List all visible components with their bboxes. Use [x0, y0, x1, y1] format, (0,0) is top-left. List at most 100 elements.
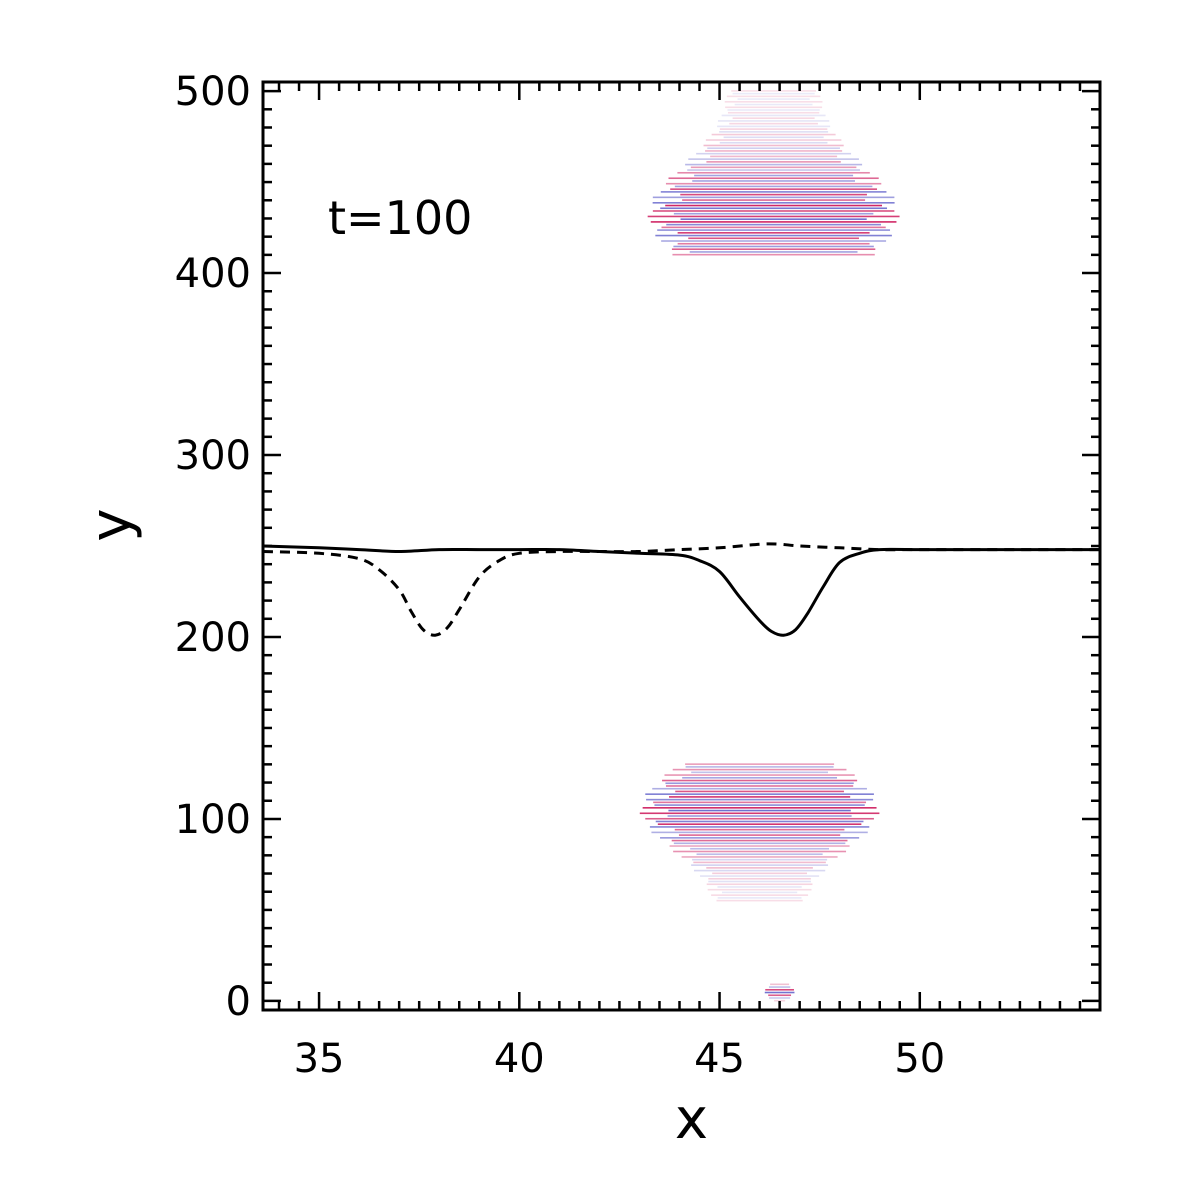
- heatmap-stripe: [669, 845, 850, 847]
- heatmap-stripe: [768, 994, 792, 997]
- axes-layer: [261, 80, 1102, 1012]
- heatmap-stripe: [662, 779, 858, 782]
- heatmap-stripe: [691, 864, 829, 866]
- heatmap-stripe: [665, 782, 854, 785]
- heatmap-stripe: [729, 122, 818, 125]
- heatmap-stripe: [711, 133, 836, 136]
- heatmap-stripe: [774, 999, 786, 1002]
- heatmap-stripe: [650, 221, 897, 223]
- y-tick-label: 200: [175, 615, 251, 661]
- heatmap-stripe: [672, 768, 847, 771]
- heatmap-stripe: [719, 131, 829, 133]
- heatmap-stripe: [690, 847, 830, 850]
- heatmap-stripe: [673, 850, 847, 853]
- heatmap-stripe: [708, 877, 811, 880]
- heatmap-stripe: [685, 766, 834, 768]
- heatmap-stripe: [765, 988, 794, 991]
- heatmap-stripe: [677, 232, 870, 234]
- heatmap-stripe: [654, 804, 865, 806]
- y-tick-label: 500: [175, 69, 251, 115]
- heatmap-stripe: [685, 763, 835, 765]
- x-tick-label: 35: [294, 1036, 345, 1082]
- heatmap-stripe: [693, 869, 826, 872]
- heatmap-stripe: [674, 185, 873, 188]
- heatmap-stripe: [769, 997, 791, 999]
- heatmap-stripe: [661, 226, 886, 229]
- heatmap-stripe: [731, 90, 816, 92]
- heatmap-stripe: [653, 801, 867, 804]
- y-tick-label: 300: [175, 433, 251, 479]
- heatmap-stripe: [665, 204, 883, 207]
- heatmap-stripe: [660, 837, 860, 839]
- heatmap-stripe: [770, 983, 790, 986]
- heatmap-stripe: [673, 212, 874, 215]
- heatmap-stripe: [719, 141, 828, 144]
- heatmap-stripe: [705, 139, 842, 141]
- heatmap-stripe: [673, 842, 846, 845]
- heatmap-blob-1: [639, 763, 880, 902]
- heatmap-stripe: [642, 807, 877, 809]
- heatmap-stripe: [682, 199, 866, 201]
- heatmap-stripe: [706, 883, 813, 886]
- heatmap-stripe: [688, 237, 859, 240]
- x-tick-label: 50: [894, 1036, 945, 1082]
- x-axis-label: x: [675, 1087, 708, 1152]
- y-tick-label: 100: [175, 797, 251, 843]
- heatmap-blob-0: [647, 90, 900, 256]
- heatmap-blob-2: [764, 983, 795, 1002]
- heatmap-stripe: [764, 991, 795, 994]
- heatmap-stripe: [717, 120, 830, 122]
- heatmap-stripe: [717, 886, 802, 888]
- heatmap-stripe: [706, 161, 841, 163]
- heatmap-stripe: [688, 158, 859, 160]
- heatmap-stripe: [660, 191, 887, 193]
- heatmap-stripe: [705, 150, 843, 152]
- heatmap-stripe: [711, 894, 809, 896]
- heatmap-stripe: [732, 117, 815, 119]
- heatmap-stripe: [721, 114, 826, 117]
- heatmap-stripe: [673, 245, 874, 248]
- heatmap-stripe: [700, 875, 820, 877]
- heatmap-stripe: [639, 812, 880, 815]
- heatmap-stripe: [652, 202, 895, 204]
- heatmap-stripe: [706, 867, 813, 869]
- heatmap-stripe: [691, 771, 828, 774]
- heatmap-stripe: [726, 95, 821, 98]
- time-annotation: t=100: [328, 191, 472, 245]
- heatmap-stripe: [692, 858, 828, 861]
- heatmap-stripe: [719, 128, 828, 130]
- heatmap-stripe: [721, 891, 798, 894]
- heatmap-stripe: [664, 774, 855, 776]
- heatmap-stripe: [677, 171, 870, 174]
- x-tick-label: 40: [494, 1036, 545, 1082]
- heatmap-stripe: [661, 240, 887, 242]
- heatmap-stripe: [677, 242, 870, 245]
- heatmap-stripe: [652, 196, 895, 199]
- heatmap-stripe: [668, 809, 851, 812]
- heatmap-stripe: [660, 207, 888, 210]
- heatmap-stripe: [690, 166, 857, 169]
- heatmap-stripe: [667, 815, 852, 817]
- heatmap-stripe: [655, 234, 892, 237]
- heatmap-stripe: [707, 147, 840, 150]
- series-line-dashed: [262, 542, 1100, 637]
- heatmap-stripe: [692, 180, 855, 182]
- heatmap-stripe: [696, 853, 823, 856]
- heatmap-stripe: [649, 826, 870, 828]
- heatmap-stripe: [768, 986, 791, 988]
- heatmap-stripe: [737, 98, 810, 100]
- heatmap-stripe: [724, 101, 823, 103]
- y-tick-label: 0: [226, 979, 251, 1025]
- heatmap-stripe: [665, 785, 854, 787]
- heatmap-stripe: [723, 136, 824, 139]
- heatmap-stripe: [703, 144, 844, 147]
- heatmap-stripe: [666, 223, 881, 226]
- heatmap-stripe: [657, 229, 891, 231]
- heatmap-stripe: [657, 823, 862, 825]
- heatmap-stripe: [671, 839, 848, 842]
- heatmap-stripe: [671, 248, 876, 251]
- heatmap-stripe: [646, 798, 874, 801]
- heatmap-stripe: [645, 817, 874, 820]
